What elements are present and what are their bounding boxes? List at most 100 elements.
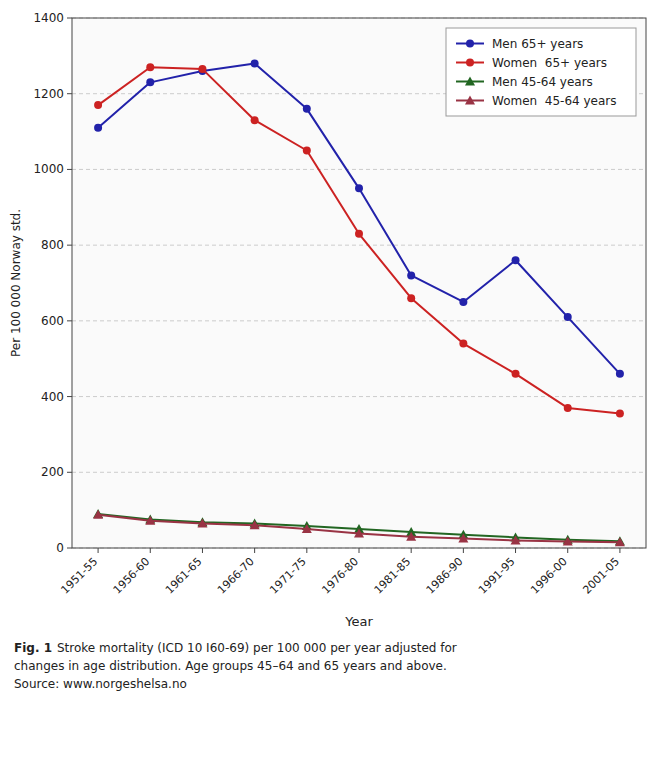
y-tick-label: 1400: [33, 11, 64, 25]
marker: [354, 529, 364, 538]
series-line: [98, 514, 620, 541]
y-tick: [67, 472, 72, 473]
marker: [94, 124, 102, 132]
x-tick-label: 1956-60: [111, 555, 153, 597]
y-tick-label: 0: [56, 541, 64, 555]
marker: [251, 116, 259, 124]
marker: [355, 230, 363, 238]
marker: [145, 516, 155, 525]
marker: [512, 370, 520, 378]
legend-marker: [465, 96, 475, 105]
marker: [93, 510, 103, 519]
x-tick: [306, 548, 307, 553]
marker: [563, 537, 573, 546]
plot-background: [72, 18, 646, 548]
caption-text: Stroke mortality (ICD 10 I60-69) per 100…: [14, 641, 457, 691]
marker: [94, 101, 102, 109]
marker: [616, 370, 624, 378]
data-group: [93, 59, 625, 546]
series-line: [98, 67, 620, 413]
caption-line: Source: www.norgeshelsa.no: [14, 677, 187, 691]
marker: [459, 340, 467, 348]
x-tick-label: 1951-55: [59, 555, 101, 597]
legend-label: Women 65+ years: [492, 56, 607, 70]
x-tick: [411, 548, 412, 553]
legend-box: [446, 28, 636, 116]
marker: [146, 78, 154, 86]
y-axis-label: Per 100 000 Norway std.: [9, 209, 23, 357]
y-tick: [67, 396, 72, 397]
x-tick-label: 1966-70: [215, 555, 257, 597]
chart-container: 02004006008001000120014001951-551956-601…: [0, 0, 668, 760]
marker: [459, 298, 467, 306]
marker: [616, 410, 624, 418]
legend-label: Men 45-64 years: [492, 75, 593, 89]
marker: [93, 509, 103, 518]
y-tick: [67, 245, 72, 246]
marker: [564, 404, 572, 412]
x-tick: [619, 548, 620, 553]
x-tick-label: 1996-00: [528, 555, 570, 597]
marker: [355, 184, 363, 192]
x-tick-label: 1971-75: [267, 555, 309, 597]
x-tick: [202, 548, 203, 553]
marker: [146, 63, 154, 71]
legend: Men 65+ years Women 65+ years Men 45-64 ye…: [446, 28, 636, 116]
caption-line: changes in age distribution. Age groups …: [14, 659, 447, 673]
plot-frame: [72, 18, 646, 548]
chart: 02004006008001000120014001951-551956-601…: [0, 0, 668, 760]
marker: [303, 105, 311, 113]
marker: [512, 256, 520, 264]
caption-line: Stroke mortality (ICD 10 I60-69) per 100…: [57, 641, 457, 655]
y-tick: [67, 169, 72, 170]
x-tick-label: 2001-05: [580, 555, 622, 597]
legend-marker: [466, 40, 474, 48]
y-tick: [67, 18, 72, 19]
legend-marker: [466, 59, 474, 67]
legend-label: Women 45-64 years: [492, 94, 617, 108]
x-tick-label: 1991-95: [476, 555, 518, 597]
marker: [407, 294, 415, 302]
y-tick-label: 800: [41, 238, 64, 252]
x-tick-label: 1961-65: [163, 555, 205, 597]
marker: [615, 537, 625, 546]
marker: [198, 65, 206, 73]
x-tick: [98, 548, 99, 553]
marker: [458, 534, 468, 543]
marker: [197, 518, 207, 527]
x-tick: [254, 548, 255, 553]
x-tick: [567, 548, 568, 553]
y-tick: [67, 320, 72, 321]
marker: [564, 313, 572, 321]
x-tick: [515, 548, 516, 553]
y-tick-label: 400: [41, 390, 64, 404]
marker: [250, 520, 260, 529]
marker: [511, 535, 521, 544]
grid-line: [72, 245, 646, 246]
marker: [407, 271, 415, 279]
y-tick-label: 1200: [33, 87, 64, 101]
y-tick-label: 200: [41, 465, 64, 479]
legend-label: Men 65+ years: [492, 37, 583, 51]
x-axis-label: Year: [344, 614, 373, 629]
x-tick-label: 1981-85: [372, 555, 414, 597]
y-tick-label: 600: [41, 314, 64, 328]
marker: [303, 147, 311, 155]
x-tick: [463, 548, 464, 553]
x-tick-label: 1986-90: [424, 555, 466, 597]
grid-line: [72, 396, 646, 397]
grid-line: [72, 472, 646, 473]
series-line: [98, 515, 620, 543]
x-tick-label: 1976-80: [319, 555, 361, 597]
marker: [251, 59, 259, 67]
y-tick: [67, 548, 72, 549]
caption-label: Fig. 1: [14, 641, 52, 655]
grid-line: [72, 320, 646, 321]
legend-marker: [465, 77, 475, 86]
marker: [406, 532, 416, 541]
y-tick-label: 1000: [33, 162, 64, 176]
x-tick: [150, 548, 151, 553]
x-tick: [359, 548, 360, 553]
marker: [302, 524, 312, 533]
y-tick: [67, 93, 72, 94]
